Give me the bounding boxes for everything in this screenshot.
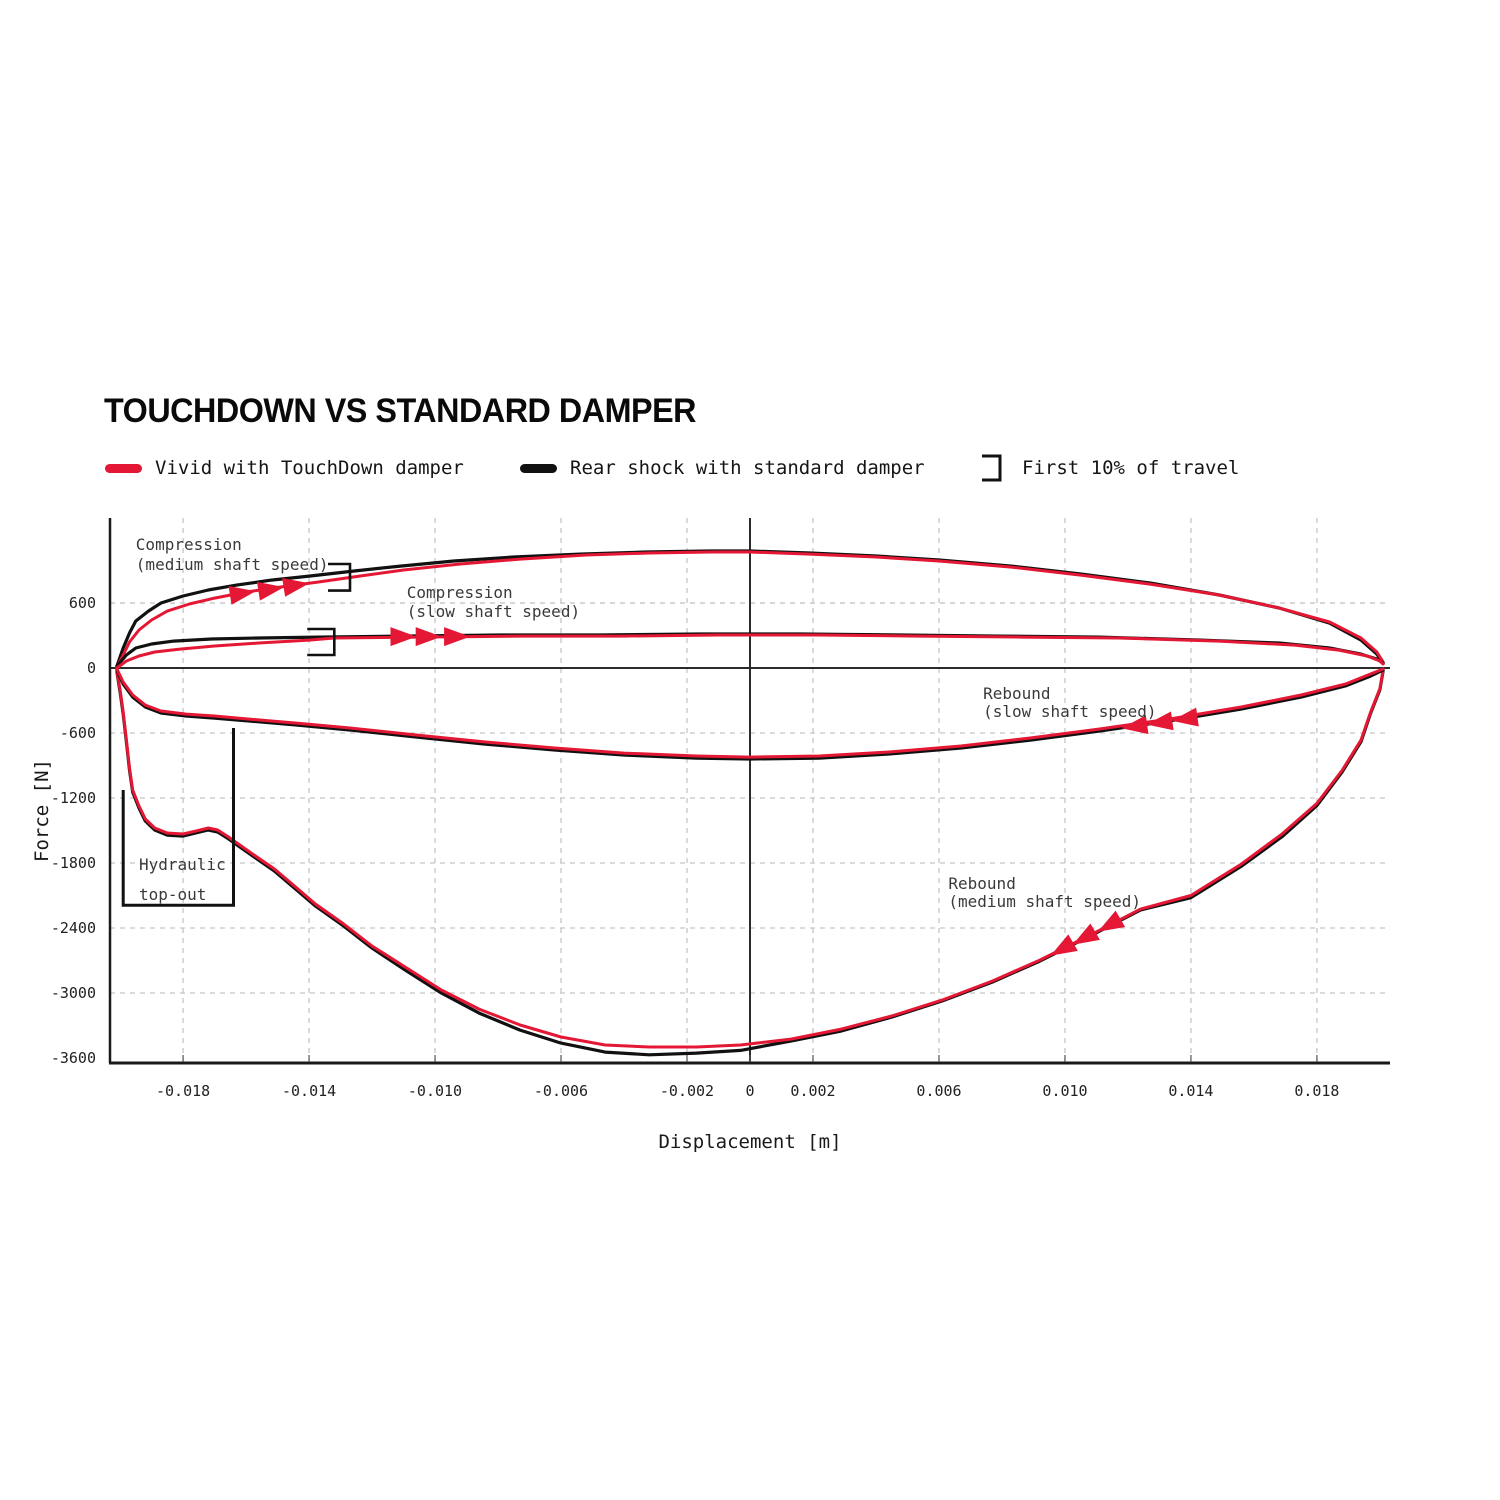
legend: Vivid with TouchDown damper Rear shock w… bbox=[0, 453, 1500, 487]
y-tick-label: -1200 bbox=[51, 789, 96, 807]
x-axis-title: Displacement [m] bbox=[658, 1131, 841, 1153]
x-tick-label: 0.002 bbox=[790, 1082, 835, 1100]
x-tick-label: 0.010 bbox=[1042, 1082, 1087, 1100]
x-tick-label: 0.006 bbox=[916, 1082, 961, 1100]
legend-item-standard: Rear shock with standard damper bbox=[520, 453, 925, 483]
annotation-compression-slow: Compression (slow shaft speed) bbox=[407, 583, 580, 621]
series-standard-rebound-slow bbox=[115, 668, 1385, 761]
legend-item-first-10-travel: First 10% of travel bbox=[978, 453, 1239, 483]
legend-label-first-10-travel: First 10% of travel bbox=[1022, 457, 1240, 479]
standard-line-swatch bbox=[520, 463, 557, 473]
y-tick-label: 0 bbox=[87, 659, 96, 677]
x-tick-label: -0.002 bbox=[660, 1082, 714, 1100]
series-touchdown-rebound-medium bbox=[115, 668, 1385, 1049]
annotation-compression-medium: Compression (medium shaft speed) bbox=[136, 535, 329, 574]
x-tick-label: 0.014 bbox=[1168, 1082, 1213, 1100]
arrow-compression-slow bbox=[390, 627, 417, 647]
arrow-rebound-slow bbox=[1121, 715, 1149, 735]
x-tick-label: -0.014 bbox=[282, 1082, 336, 1100]
arrow-rebound-slow bbox=[1171, 707, 1199, 727]
x-tick-label: -0.006 bbox=[534, 1082, 588, 1100]
y-tick-label: -600 bbox=[60, 724, 96, 742]
arrow-compression-medium bbox=[256, 581, 285, 601]
arrow-compression-slow bbox=[415, 627, 442, 647]
arrow-compression-medium bbox=[282, 577, 310, 597]
legend-label-touchdown: Vivid with TouchDown damper bbox=[155, 457, 464, 479]
x-tick-label: -0.010 bbox=[408, 1082, 462, 1100]
series-touchdown-rebound-slow bbox=[115, 667, 1385, 759]
x-tick-label: -0.018 bbox=[156, 1082, 210, 1100]
y-tick-label: -2400 bbox=[51, 919, 96, 937]
annotation-rebound-slow: Rebound (slow shaft speed) bbox=[983, 684, 1156, 721]
arrow-compression-medium bbox=[228, 585, 256, 605]
annotation-hydraulic-top-out: Hydraulic top-out bbox=[139, 855, 226, 904]
annotations: Compression (medium shaft speed) Compressi… bbox=[136, 535, 1157, 911]
arrow-rebound-medium bbox=[1072, 923, 1100, 945]
y-tick-label: -3000 bbox=[51, 984, 96, 1002]
x-tick-label: 0.018 bbox=[1294, 1082, 1339, 1100]
y-tick-label: -3600 bbox=[51, 1049, 96, 1067]
axes bbox=[108, 518, 1390, 1065]
arrow-rebound-medium bbox=[1050, 934, 1078, 956]
annotation-rebound-medium: Rebound (medium shaft speed) bbox=[948, 874, 1141, 911]
y-axis-title: Force [N] bbox=[31, 759, 53, 862]
travel-bracket-icon bbox=[982, 454, 1002, 482]
page-title: TOUCHDOWN VS STANDARD DAMPER bbox=[104, 392, 697, 430]
direction-arrows bbox=[228, 577, 1199, 956]
series-touchdown-compression-medium bbox=[115, 550, 1385, 669]
arrow-compression-slow bbox=[444, 627, 471, 647]
touchdown-line-swatch bbox=[105, 463, 142, 473]
y-tick-label: 600 bbox=[69, 594, 96, 612]
hydraulic-top-out-bracket bbox=[121, 728, 235, 907]
travel-brackets bbox=[307, 562, 352, 657]
x-tick-label: 0 bbox=[745, 1082, 754, 1100]
legend-item-touchdown: Vivid with TouchDown damper bbox=[105, 453, 464, 483]
y-tick-label: -1800 bbox=[51, 854, 96, 872]
arrow-rebound-slow bbox=[1146, 711, 1174, 731]
legend-label-standard: Rear shock with standard damper bbox=[570, 457, 925, 479]
series-touchdown-compression-slow bbox=[115, 633, 1385, 670]
arrow-rebound-medium bbox=[1097, 910, 1126, 932]
axis-titles: Displacement [m] Force [N] bbox=[31, 759, 842, 1153]
tick-labels: -0.018 -0.014 -0.010 -0.006 -0.002 0 0.002 0.00… bbox=[51, 594, 1340, 1100]
